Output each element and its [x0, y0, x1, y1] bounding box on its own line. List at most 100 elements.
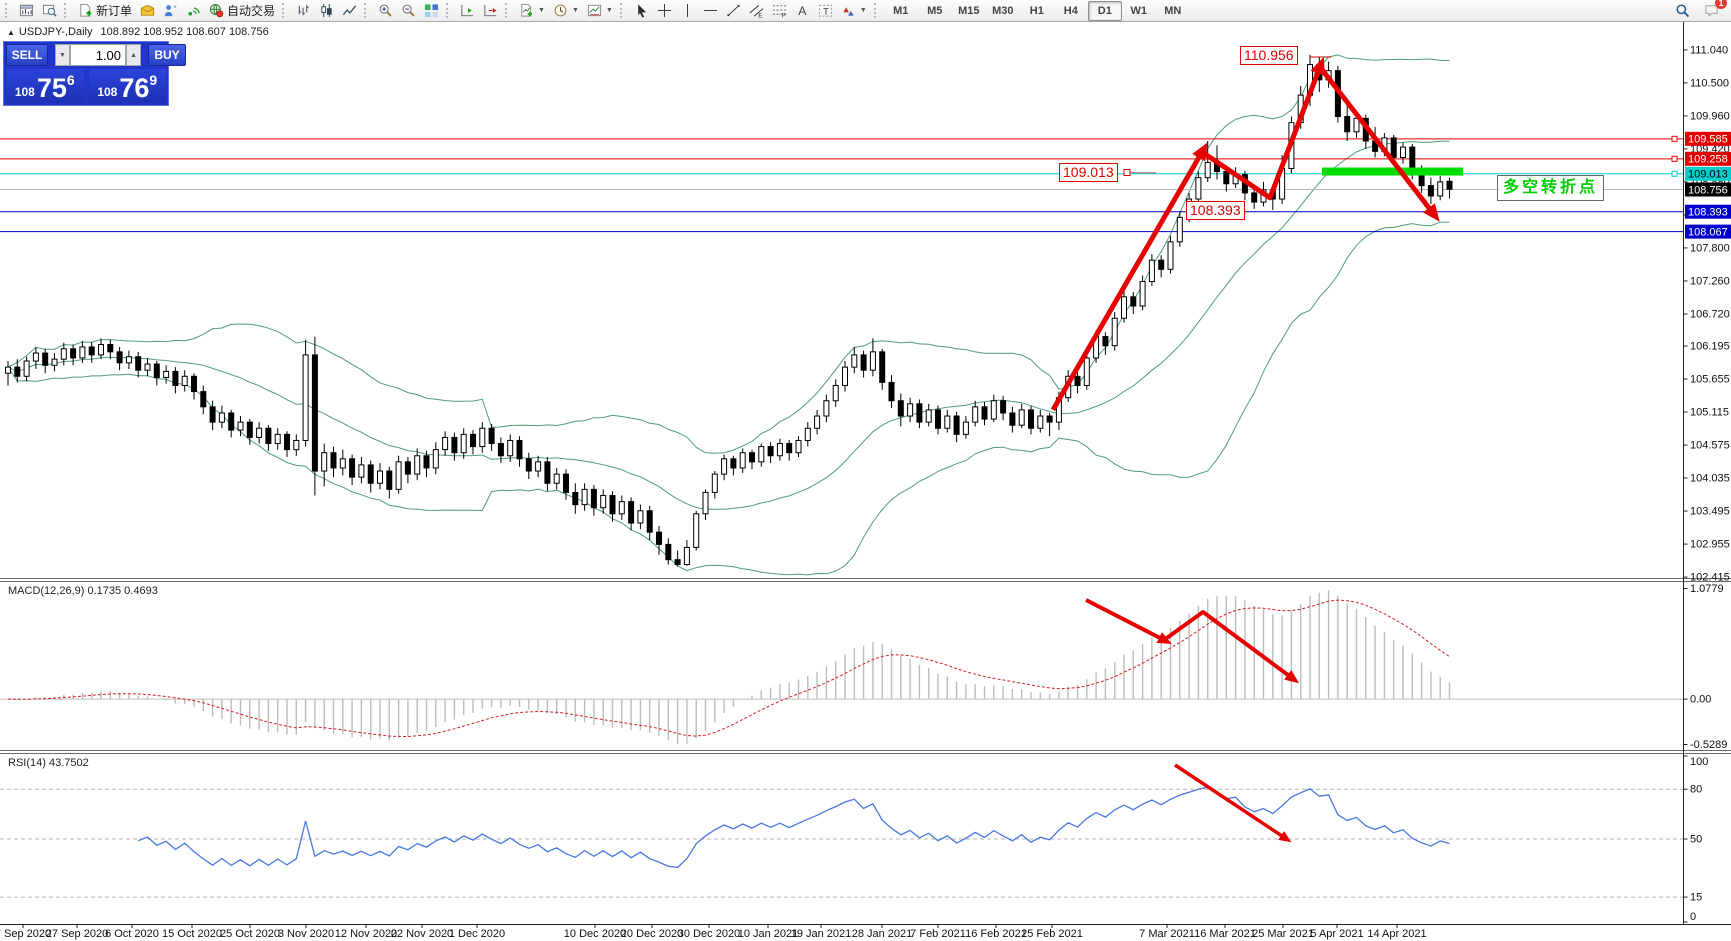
- turning-point-note[interactable]: 多空转折点: [1497, 175, 1605, 201]
- candle-body: [42, 352, 49, 366]
- toolbar-grip[interactable]: [364, 3, 369, 18]
- chevron-down-icon[interactable]: ▼: [538, 7, 545, 14]
- price-axis-label: 104.035: [1690, 473, 1730, 485]
- buy-price-display[interactable]: 108 76 9: [88, 69, 166, 103]
- profile-icon[interactable]: [159, 0, 182, 22]
- sell-price-pips: 75: [36, 73, 67, 103]
- candle-body: [200, 391, 207, 408]
- candle-body: [507, 439, 514, 457]
- trendline-icon[interactable]: [722, 0, 745, 22]
- price-badge-label: 108.756: [1688, 184, 1728, 196]
- candle-body: [600, 494, 607, 509]
- support-price-annotation[interactable]: 109.013: [1059, 163, 1118, 182]
- sell-button[interactable]: SELL: [6, 44, 48, 66]
- text-icon[interactable]: A: [791, 0, 814, 22]
- timeframe-m15-button[interactable]: M15: [958, 4, 980, 17]
- toolbar-grip[interactable]: [446, 3, 451, 18]
- vertical-line-icon[interactable]: [676, 0, 699, 22]
- globe-icon: [209, 3, 224, 18]
- peak-price-annotation[interactable]: 110.956: [1240, 46, 1298, 65]
- candle-body: [1018, 409, 1025, 426]
- auto-scroll-icon[interactable]: [456, 0, 479, 22]
- trend-arrow[interactable]: [1174, 763, 1286, 840]
- chevron-down-icon[interactable]: ▼: [859, 7, 867, 14]
- label-anchor-handle[interactable]: [1123, 169, 1131, 176]
- timeframe-h1-button[interactable]: H1: [1029, 4, 1044, 17]
- candle-body: [23, 360, 30, 377]
- timeframe-m5-button[interactable]: M5: [927, 4, 943, 17]
- cursor-icon[interactable]: [630, 0, 653, 22]
- candle-body: [535, 461, 542, 472]
- candle-body: [581, 488, 588, 506]
- timeframe-d1-button[interactable]: D1: [1087, 0, 1122, 21]
- chevron-down-icon[interactable]: ▼: [571, 7, 579, 14]
- volume-decrease-button[interactable]: ▼: [55, 44, 70, 66]
- toolbar-grip[interactable]: [5, 3, 10, 18]
- indicators-icon[interactable]: ▼: [515, 0, 549, 22]
- collapse-panel-icon[interactable]: ▲: [7, 28, 15, 37]
- trend-arrow[interactable]: [1085, 598, 1294, 680]
- volume-input[interactable]: [70, 44, 126, 66]
- mail-icon[interactable]: [136, 0, 159, 22]
- swing-low-annotation[interactable]: 108.393: [1186, 201, 1245, 220]
- macd-signal-line: [7, 599, 1450, 738]
- toolbar-grip[interactable]: [873, 3, 879, 18]
- zoom-in-icon[interactable]: [374, 0, 397, 22]
- date-axis-label: 15 Oct 2020: [162, 928, 222, 940]
- buy-button[interactable]: BUY: [148, 44, 186, 66]
- new-order-button[interactable]: 新订单: [74, 0, 136, 22]
- equidistant-channel-icon[interactable]: E: [745, 0, 768, 22]
- timeframe-m1-button[interactable]: M1: [893, 4, 909, 17]
- toolbar-grip[interactable]: [505, 3, 510, 18]
- tile-windows-icon[interactable]: [420, 0, 443, 22]
- horizontal-line-icon[interactable]: [699, 0, 722, 22]
- zoom-out-icon[interactable]: [397, 0, 420, 22]
- line-anchor-handle[interactable]: [1671, 155, 1678, 162]
- chart-canvas[interactable]: 111.040110.500109.960109.420108.880108.3…: [0, 22, 1731, 941]
- cursor-icon: [638, 4, 647, 18]
- chevron-down-icon[interactable]: ▼: [605, 7, 613, 14]
- candle-body: [88, 346, 95, 356]
- candle-body: [590, 488, 597, 509]
- timeframe-w1-button[interactable]: W1: [1130, 4, 1148, 17]
- price-badge-label: 108.393: [1688, 206, 1728, 218]
- charts-icon[interactable]: [15, 0, 38, 22]
- text-label-icon[interactable]: T: [814, 0, 837, 22]
- bar-chart-icon[interactable]: [292, 0, 315, 22]
- signal-icon[interactable]: [182, 0, 205, 22]
- templates-icon[interactable]: ▼: [583, 0, 617, 22]
- rsi-axis-label: 80: [1690, 784, 1702, 796]
- candle-body: [1400, 146, 1406, 158]
- toolbar: 新订单 自动交易 ▼ ▼ ▼ E F A T ▼ M1 M5 M15 M30 H1 H4 D1 W1 MN 1: [0, 0, 1731, 22]
- mail-icon: [140, 4, 155, 16]
- sell-price-display[interactable]: 108 75 6: [6, 69, 84, 103]
- chart-shift-icon[interactable]: [479, 0, 502, 22]
- toolbar-grip[interactable]: [282, 3, 287, 18]
- search-button[interactable]: [1671, 0, 1694, 22]
- text-icon: A: [798, 4, 807, 18]
- arrows-icon[interactable]: ▼: [837, 0, 871, 22]
- volume-increase-button[interactable]: ▲: [126, 44, 141, 66]
- candlestick-icon[interactable]: [315, 0, 338, 22]
- candle-body: [1204, 161, 1211, 179]
- toolbar-grip[interactable]: [64, 3, 69, 18]
- auto-trading-button[interactable]: 自动交易: [205, 0, 279, 22]
- line-anchor-handle[interactable]: [1671, 135, 1678, 142]
- candle-body: [386, 470, 393, 490]
- green-zone-highlight[interactable]: [1322, 167, 1463, 176]
- zoom-window-icon[interactable]: [38, 0, 61, 22]
- line-anchor-handle[interactable]: [1671, 170, 1678, 177]
- timeframe-h4-button[interactable]: H4: [1063, 4, 1078, 17]
- crosshair-icon[interactable]: [653, 0, 676, 22]
- trend-arrow[interactable]: [1050, 64, 1435, 412]
- candle-body: [1353, 117, 1360, 133]
- candle-body: [832, 384, 839, 402]
- toolbar-grip[interactable]: [619, 3, 625, 18]
- timeframe-m30-button[interactable]: M30: [992, 4, 1014, 17]
- line-chart-icon[interactable]: [338, 0, 361, 22]
- periods-icon[interactable]: ▼: [549, 0, 583, 22]
- timeframe-mn-button[interactable]: MN: [1164, 4, 1182, 17]
- fibonacci-icon[interactable]: F: [768, 0, 791, 22]
- chat-button[interactable]: 1: [1700, 0, 1727, 22]
- date-axis-label: 3 Nov 2020: [278, 928, 334, 940]
